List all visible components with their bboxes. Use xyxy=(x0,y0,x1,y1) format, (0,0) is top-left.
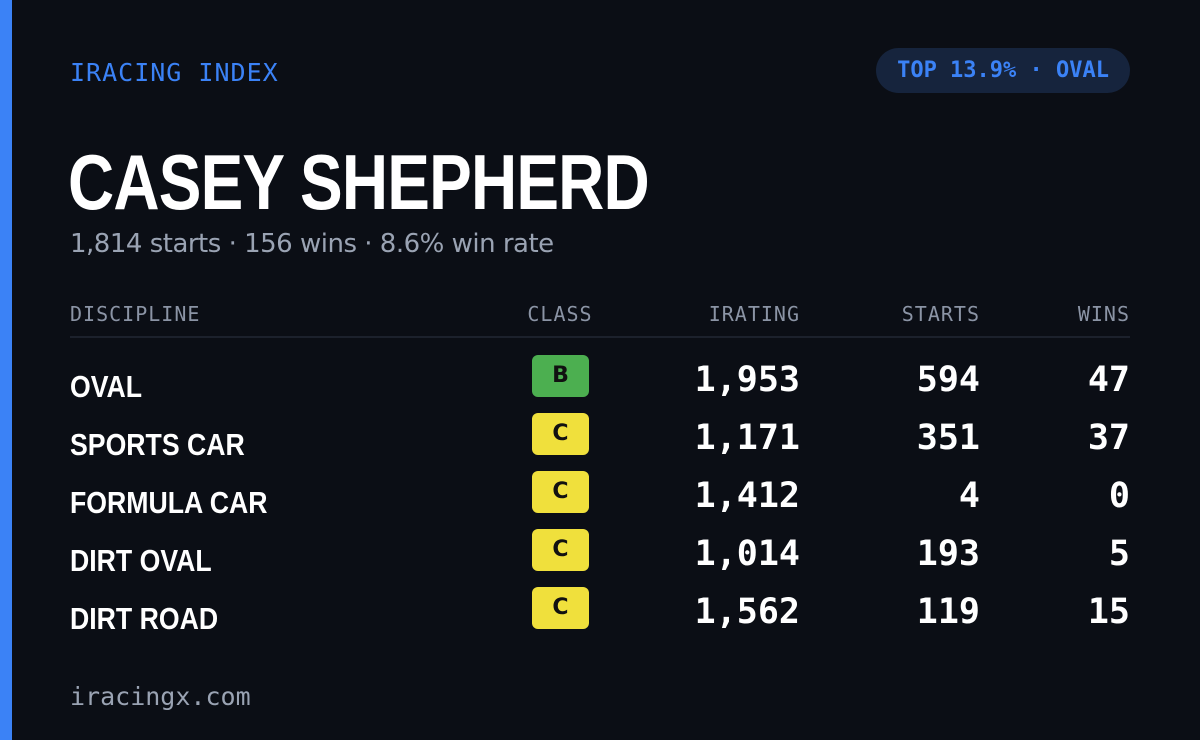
table-row: DIRT ROAD C 1,562 119 15 xyxy=(70,587,1130,645)
wins-value: 37 xyxy=(1087,418,1130,458)
discipline-name: SPORTS CAR xyxy=(70,427,245,462)
table-row: FORMULA CAR C 1,412 4 0 xyxy=(70,471,1130,529)
driver-name: CASEY SHEPHERD xyxy=(68,138,650,226)
irating-value: 1,562 xyxy=(694,592,800,632)
wins-value: 0 xyxy=(1108,476,1130,516)
starts-value: 4 xyxy=(958,476,980,516)
discipline-name: FORMULA CAR xyxy=(70,485,268,520)
starts-value: 594 xyxy=(916,360,980,400)
irating-value: 1,953 xyxy=(694,360,800,400)
table-row: DIRT OVAL C 1,014 193 5 xyxy=(70,529,1130,587)
wins-value: 5 xyxy=(1108,534,1130,574)
header-starts: STARTS xyxy=(901,302,980,326)
driver-summary: 1,814 starts · 156 wins · 8.6% win rate xyxy=(70,229,554,259)
rank-badge: TOP 13.9% · OVAL xyxy=(876,48,1130,93)
accent-bar xyxy=(0,0,12,740)
class-badge: C xyxy=(532,471,589,513)
footer-site: iracingx.com xyxy=(70,682,251,711)
starts-value: 119 xyxy=(916,592,980,632)
class-badge: B xyxy=(532,355,589,397)
header-wins: WINS xyxy=(1077,302,1130,326)
header-discipline: DISCIPLINE xyxy=(70,302,201,326)
class-badge: C xyxy=(532,587,589,629)
table-body: OVAL B 1,953 594 47 SPORTS CAR C 1,171 3… xyxy=(70,338,1130,645)
discipline-table: DISCIPLINE CLASS IRATING STARTS WINS OVA… xyxy=(70,296,1130,645)
table-row: OVAL B 1,953 594 47 xyxy=(70,355,1130,413)
discipline-name: DIRT ROAD xyxy=(70,601,219,636)
starts-value: 193 xyxy=(916,534,980,574)
table-row: SPORTS CAR C 1,171 351 37 xyxy=(70,413,1130,471)
discipline-name: OVAL xyxy=(70,369,143,404)
brand-title: IRACING INDEX xyxy=(70,58,279,87)
wins-value: 47 xyxy=(1087,360,1130,400)
header-class: CLASS xyxy=(527,302,593,326)
discipline-name: DIRT OVAL xyxy=(70,543,212,578)
irating-value: 1,014 xyxy=(694,534,800,574)
starts-value: 351 xyxy=(916,418,980,458)
class-badge: C xyxy=(532,413,589,455)
irating-value: 1,412 xyxy=(694,476,800,516)
irating-value: 1,171 xyxy=(694,418,800,458)
wins-value: 15 xyxy=(1087,592,1130,632)
class-badge: C xyxy=(532,529,589,571)
table-header: DISCIPLINE CLASS IRATING STARTS WINS xyxy=(70,296,1130,338)
header-irating: IRATING xyxy=(708,302,800,326)
